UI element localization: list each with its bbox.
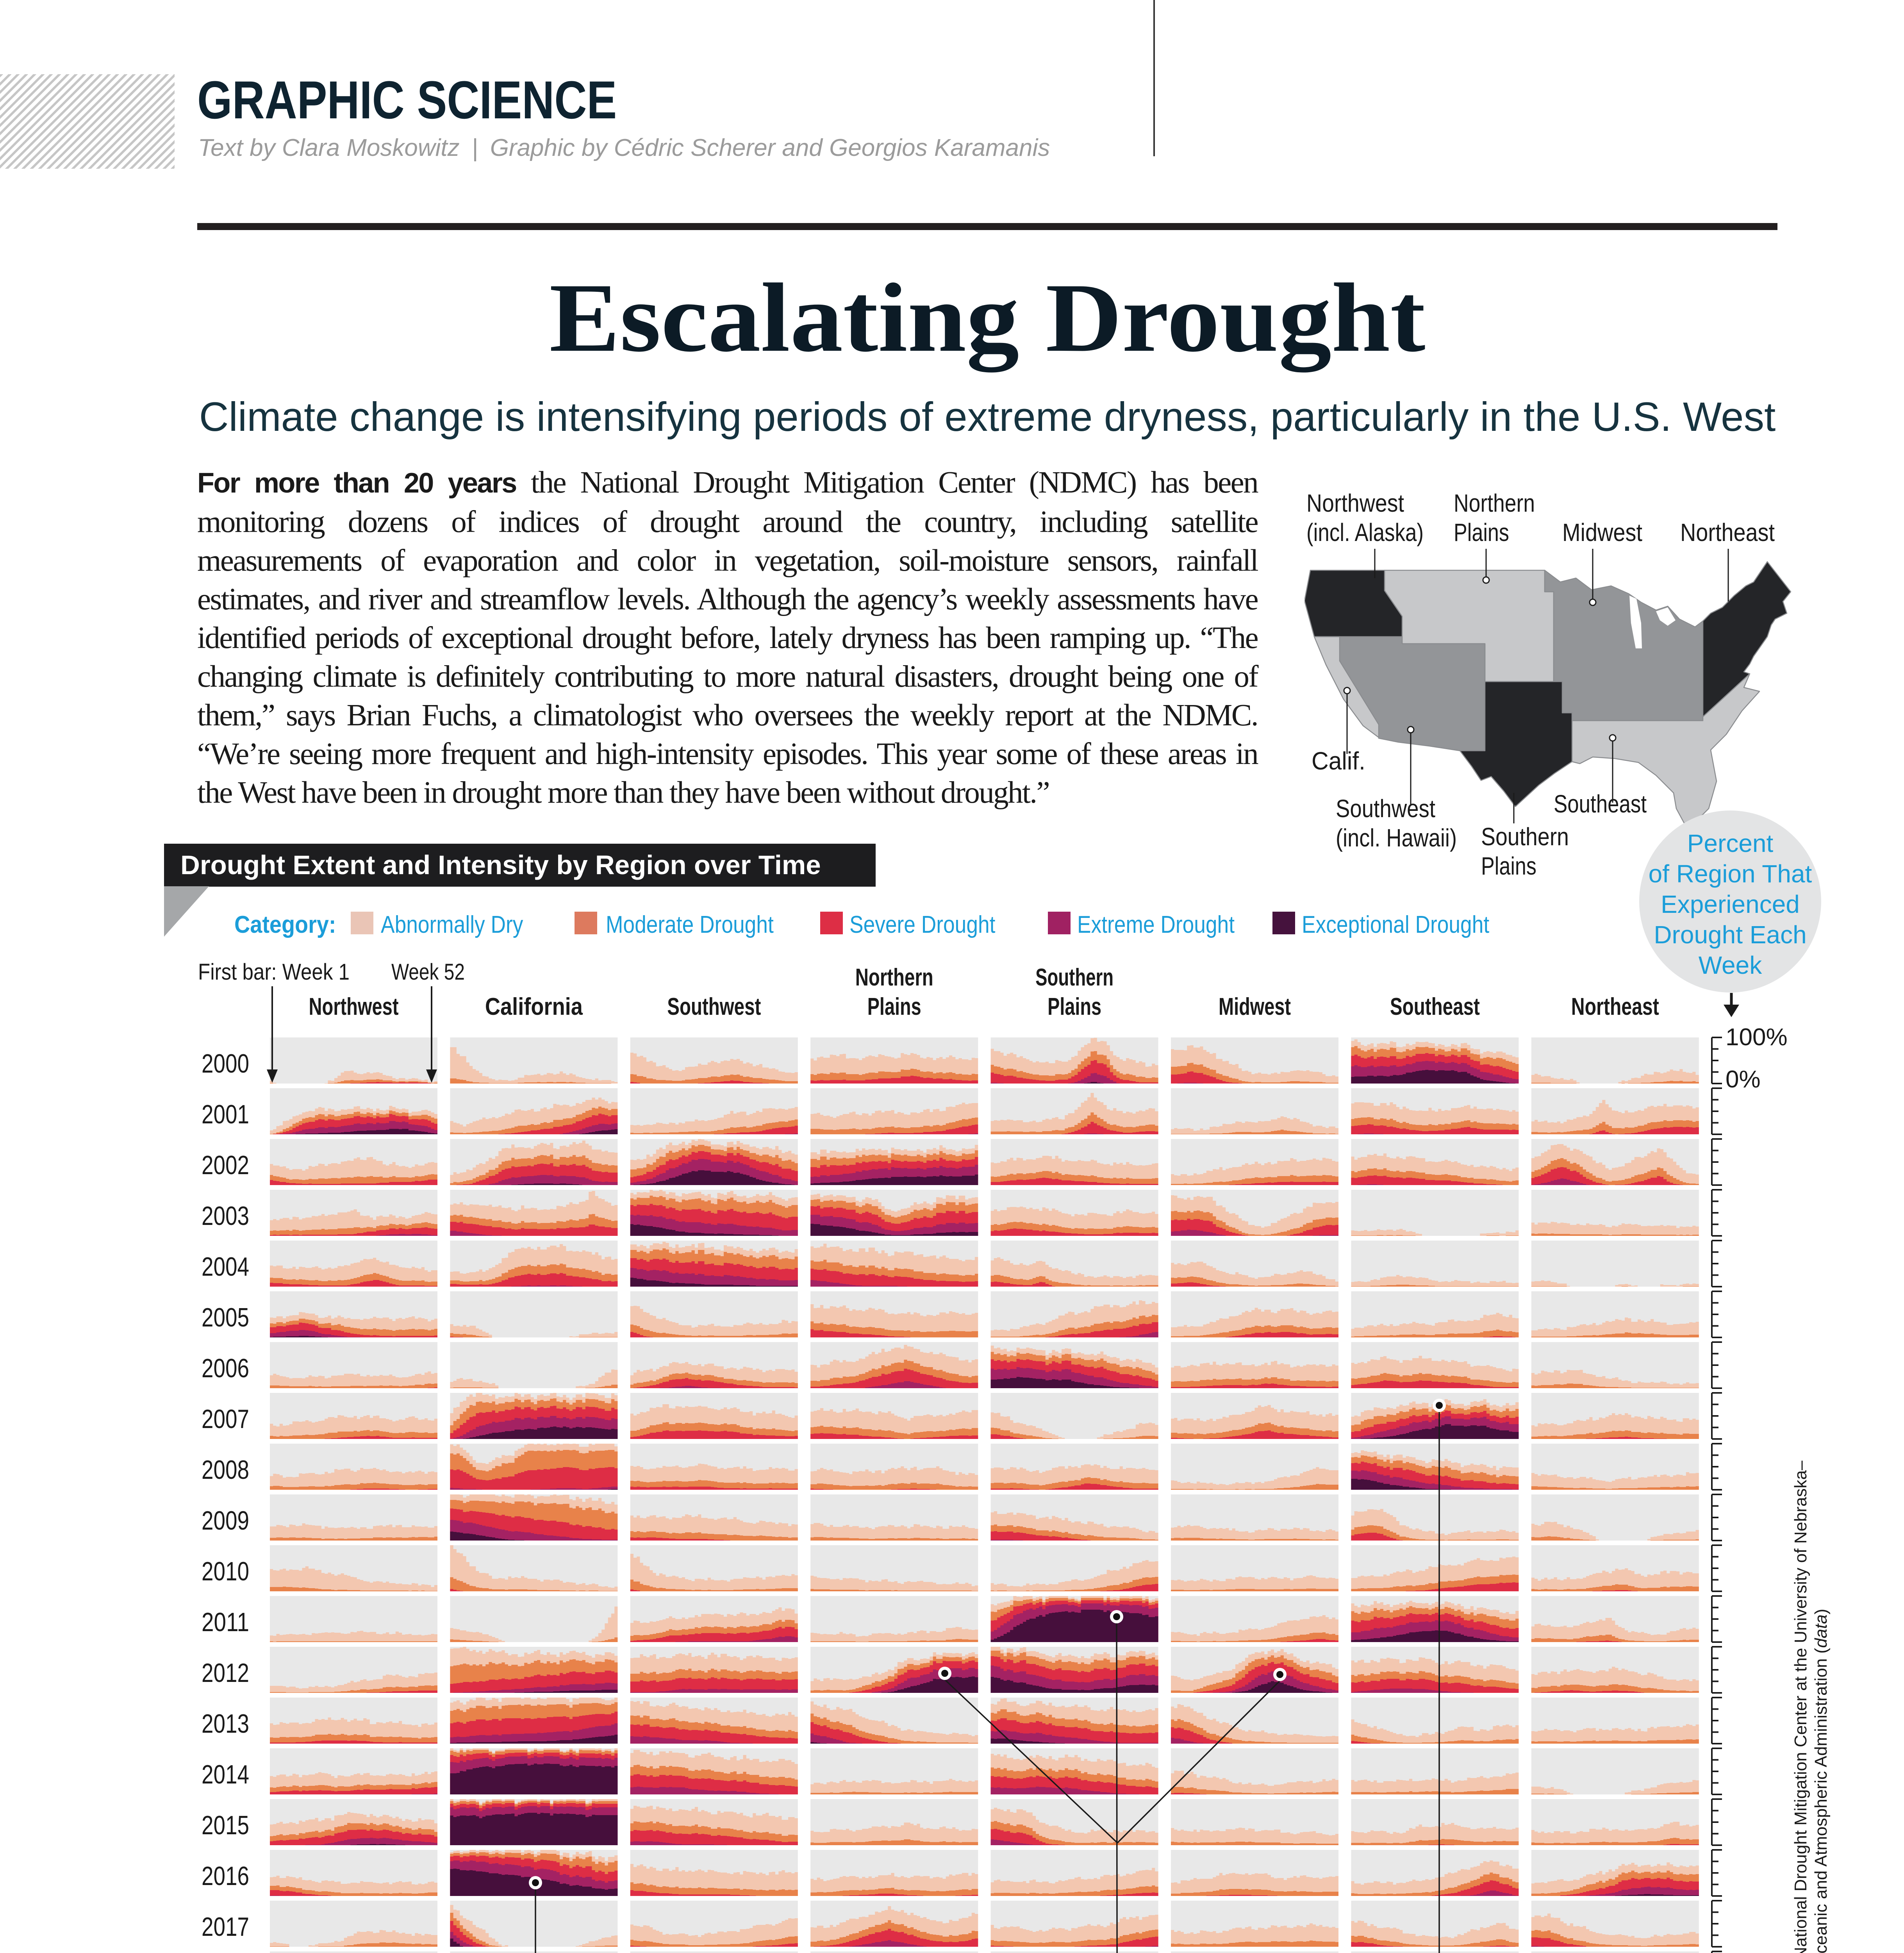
- svg-text:2016: 2016: [202, 1861, 249, 1891]
- svg-text:Southeast: Southeast: [1554, 790, 1647, 818]
- svg-text:2010: 2010: [202, 1557, 249, 1586]
- svg-text:Northeast: Northeast: [1571, 993, 1659, 1020]
- svg-text:Northeast: Northeast: [1680, 518, 1775, 546]
- svg-text:California: California: [485, 993, 583, 1020]
- svg-text:Midwest: Midwest: [1219, 993, 1291, 1020]
- svg-text:Plains: Plains: [1047, 993, 1101, 1020]
- svg-text:2006: 2006: [202, 1353, 249, 1383]
- svg-text:Southwest: Southwest: [1336, 794, 1435, 823]
- svg-text:(incl. Alaska): (incl. Alaska): [1306, 518, 1424, 546]
- svg-text:First bar: Week 1: First bar: Week 1: [198, 959, 350, 985]
- svg-text:2002: 2002: [202, 1150, 249, 1180]
- svg-text:2012: 2012: [202, 1658, 249, 1688]
- svg-text:2015: 2015: [202, 1810, 249, 1840]
- svg-text:(incl. Hawaii): (incl. Hawaii): [1336, 824, 1457, 852]
- svg-text:Northwest: Northwest: [309, 993, 399, 1020]
- svg-text:Calif.: Calif.: [1312, 747, 1365, 775]
- svg-text:Northern: Northern: [1454, 489, 1535, 517]
- svg-text:2017: 2017: [202, 1912, 249, 1942]
- svg-text:Plains: Plains: [1454, 518, 1509, 546]
- svg-text:2000: 2000: [202, 1049, 249, 1078]
- svg-text:Week 52: Week 52: [391, 959, 465, 985]
- svg-text:Northwest: Northwest: [1306, 489, 1404, 517]
- svg-text:2013: 2013: [202, 1709, 249, 1739]
- svg-text:Southern: Southern: [1035, 964, 1113, 991]
- svg-text:2005: 2005: [202, 1303, 249, 1332]
- svg-text:Midwest: Midwest: [1562, 518, 1642, 546]
- svg-text:2009: 2009: [202, 1506, 249, 1535]
- svg-text:Northern: Northern: [855, 964, 933, 991]
- svg-text:2011: 2011: [202, 1607, 249, 1637]
- svg-text:Plains: Plains: [1481, 852, 1536, 879]
- svg-text:Southern: Southern: [1481, 823, 1569, 851]
- svg-text:2014: 2014: [202, 1760, 249, 1789]
- svg-text:2008: 2008: [202, 1455, 249, 1485]
- svg-text:Southwest: Southwest: [667, 993, 761, 1020]
- svg-text:2007: 2007: [202, 1404, 249, 1434]
- svg-text:Plains: Plains: [867, 993, 921, 1020]
- svg-text:100%: 100%: [1726, 1024, 1788, 1051]
- svg-text:2004: 2004: [202, 1252, 249, 1282]
- svg-text:2003: 2003: [202, 1201, 249, 1231]
- svg-text:0%: 0%: [1726, 1066, 1761, 1093]
- svg-text:Southeast: Southeast: [1390, 993, 1480, 1020]
- svg-text:2001: 2001: [202, 1100, 249, 1129]
